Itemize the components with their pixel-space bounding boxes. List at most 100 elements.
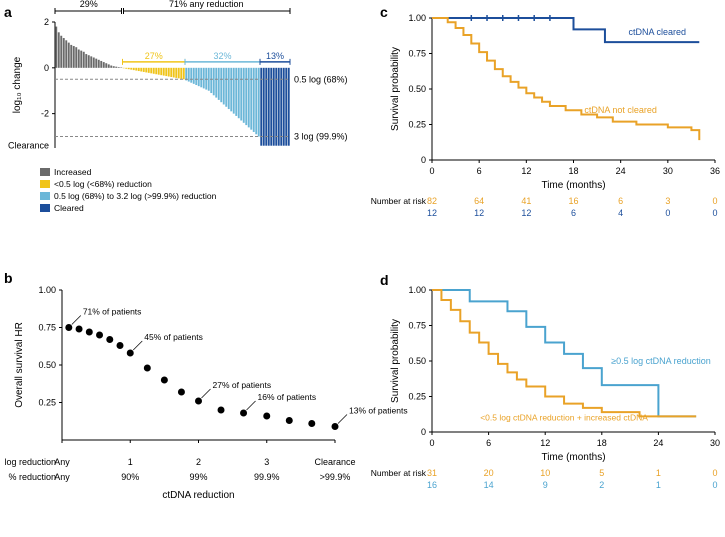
svg-text:6: 6	[618, 196, 623, 206]
svg-text:12: 12	[474, 208, 484, 218]
svg-text:1: 1	[656, 468, 661, 478]
svg-text:2: 2	[599, 480, 604, 490]
panel-c: c 00.250.500.751.00061218243036Survival …	[380, 0, 725, 260]
svg-text:3 log (99.9%): 3 log (99.9%)	[294, 132, 348, 142]
svg-text:6: 6	[486, 438, 491, 448]
svg-text:99.9%: 99.9%	[254, 472, 280, 482]
svg-text:0.75: 0.75	[408, 321, 426, 331]
svg-text:16: 16	[568, 196, 578, 206]
panel-b: b 0.25 0.50 0.75 1.00 Overall survival HR Any…	[0, 270, 360, 530]
svg-text:10: 10	[540, 468, 550, 478]
svg-text:-2: -2	[41, 109, 49, 119]
svg-text:41: 41	[521, 196, 531, 206]
svg-text:0.25: 0.25	[408, 120, 426, 130]
svg-text:0.50: 0.50	[38, 360, 56, 370]
km-curve-d: 00.250.500.751.000612182430Survival prob…	[380, 272, 725, 532]
svg-text:Overall survival HR: Overall survival HR	[14, 322, 25, 408]
svg-text:0: 0	[665, 208, 670, 218]
svg-text:29%: 29%	[80, 0, 98, 9]
svg-text:Any: Any	[54, 472, 70, 482]
svg-text:3: 3	[264, 457, 269, 467]
svg-text:4: 4	[618, 208, 623, 218]
svg-text:0: 0	[712, 480, 717, 490]
svg-text:64: 64	[474, 196, 484, 206]
svg-text:Increased: Increased	[54, 167, 92, 177]
svg-text:71% any reduction: 71% any reduction	[169, 0, 244, 9]
svg-text:ctDNA reduction: ctDNA reduction	[162, 490, 234, 501]
svg-text:Time (months): Time (months)	[541, 452, 605, 463]
svg-text:2: 2	[44, 17, 49, 27]
svg-text:31: 31	[427, 468, 437, 478]
svg-text:18: 18	[568, 166, 578, 176]
svg-text:1: 1	[656, 480, 661, 490]
svg-text:2: 2	[196, 457, 201, 467]
waterfall-chart: 2 0 -2 log₁₀ change 0.5 log (68%) 3 log (99.9…	[0, 0, 360, 230]
svg-text:<0.5 log ctDNA reduction + inc: <0.5 log ctDNA reduction + increased ctD…	[480, 413, 648, 423]
svg-text:16% of patients: 16% of patients	[258, 392, 317, 402]
svg-text:82: 82	[427, 196, 437, 206]
svg-text:12: 12	[521, 166, 531, 176]
svg-text:% reduction: % reduction	[8, 472, 56, 482]
svg-text:32%: 32%	[213, 51, 231, 61]
svg-text:<0.5 log (<68%) reduction: <0.5 log (<68%) reduction	[54, 179, 152, 189]
svg-text:3: 3	[665, 196, 670, 206]
svg-text:Number at risk: Number at risk	[371, 468, 427, 478]
svg-text:Any: Any	[54, 457, 70, 467]
svg-text:36: 36	[710, 166, 720, 176]
svg-text:ctDNA cleared: ctDNA cleared	[629, 27, 687, 37]
svg-text:0.75: 0.75	[408, 49, 426, 59]
svg-text:30: 30	[663, 166, 673, 176]
svg-text:0.25: 0.25	[38, 398, 56, 408]
svg-text:log reduction: log reduction	[4, 457, 56, 467]
svg-text:9: 9	[543, 480, 548, 490]
svg-text:5: 5	[599, 468, 604, 478]
svg-text:>99.9%: >99.9%	[320, 472, 351, 482]
svg-text:27% of patients: 27% of patients	[213, 380, 272, 390]
svg-text:0: 0	[44, 63, 49, 73]
svg-text:6: 6	[477, 166, 482, 176]
svg-text:20: 20	[484, 468, 494, 478]
panel-b-label: b	[4, 270, 13, 286]
svg-text:0.50: 0.50	[408, 356, 426, 366]
svg-text:0: 0	[429, 438, 434, 448]
svg-text:24: 24	[616, 166, 626, 176]
svg-text:0: 0	[712, 468, 717, 478]
svg-text:45% of patients: 45% of patients	[144, 332, 203, 342]
svg-text:1: 1	[128, 457, 133, 467]
svg-text:12: 12	[521, 208, 531, 218]
svg-text:0.5 log (68%) to 3.2 log (>99.: 0.5 log (68%) to 3.2 log (>99.9%) reduct…	[54, 191, 217, 201]
svg-text:Number at risk: Number at risk	[371, 196, 427, 206]
svg-text:99%: 99%	[189, 472, 207, 482]
svg-text:0.5 log (68%): 0.5 log (68%)	[294, 74, 348, 84]
km-curve-c: 00.250.500.751.00061218243036Survival pr…	[380, 0, 725, 260]
svg-text:18: 18	[597, 438, 607, 448]
panel-c-label: c	[380, 4, 388, 20]
svg-text:71% of patients: 71% of patients	[83, 307, 142, 317]
svg-text:0: 0	[712, 208, 717, 218]
svg-text:0: 0	[429, 166, 434, 176]
svg-text:1.00: 1.00	[38, 285, 56, 295]
panel-d: d 00.250.500.751.000612182430Survival pr…	[380, 272, 725, 532]
panel-a-label: a	[4, 4, 12, 20]
svg-text:0.75: 0.75	[38, 323, 56, 333]
svg-text:30: 30	[710, 438, 720, 448]
panel-d-label: d	[380, 272, 389, 288]
svg-text:0: 0	[421, 427, 426, 437]
svg-text:90%: 90%	[121, 472, 139, 482]
svg-text:0: 0	[712, 196, 717, 206]
svg-text:27%: 27%	[145, 51, 163, 61]
svg-text:Survival probability: Survival probability	[390, 319, 401, 403]
svg-text:13%: 13%	[266, 51, 284, 61]
svg-text:log₁₀ change: log₁₀ change	[12, 56, 23, 113]
svg-text:Survival probability: Survival probability	[390, 47, 401, 131]
svg-text:12: 12	[540, 438, 550, 448]
svg-text:24: 24	[653, 438, 663, 448]
svg-text:14: 14	[484, 480, 494, 490]
svg-text:Clearance: Clearance	[314, 457, 355, 467]
svg-text:0: 0	[421, 155, 426, 165]
panel-a: a 2 0 -2 log₁₀ change 0.5 log (68%) 3 log (99…	[0, 0, 360, 230]
svg-text:6: 6	[571, 208, 576, 218]
svg-text:16: 16	[427, 480, 437, 490]
svg-text:1.00: 1.00	[408, 285, 426, 295]
svg-text:0.50: 0.50	[408, 84, 426, 94]
